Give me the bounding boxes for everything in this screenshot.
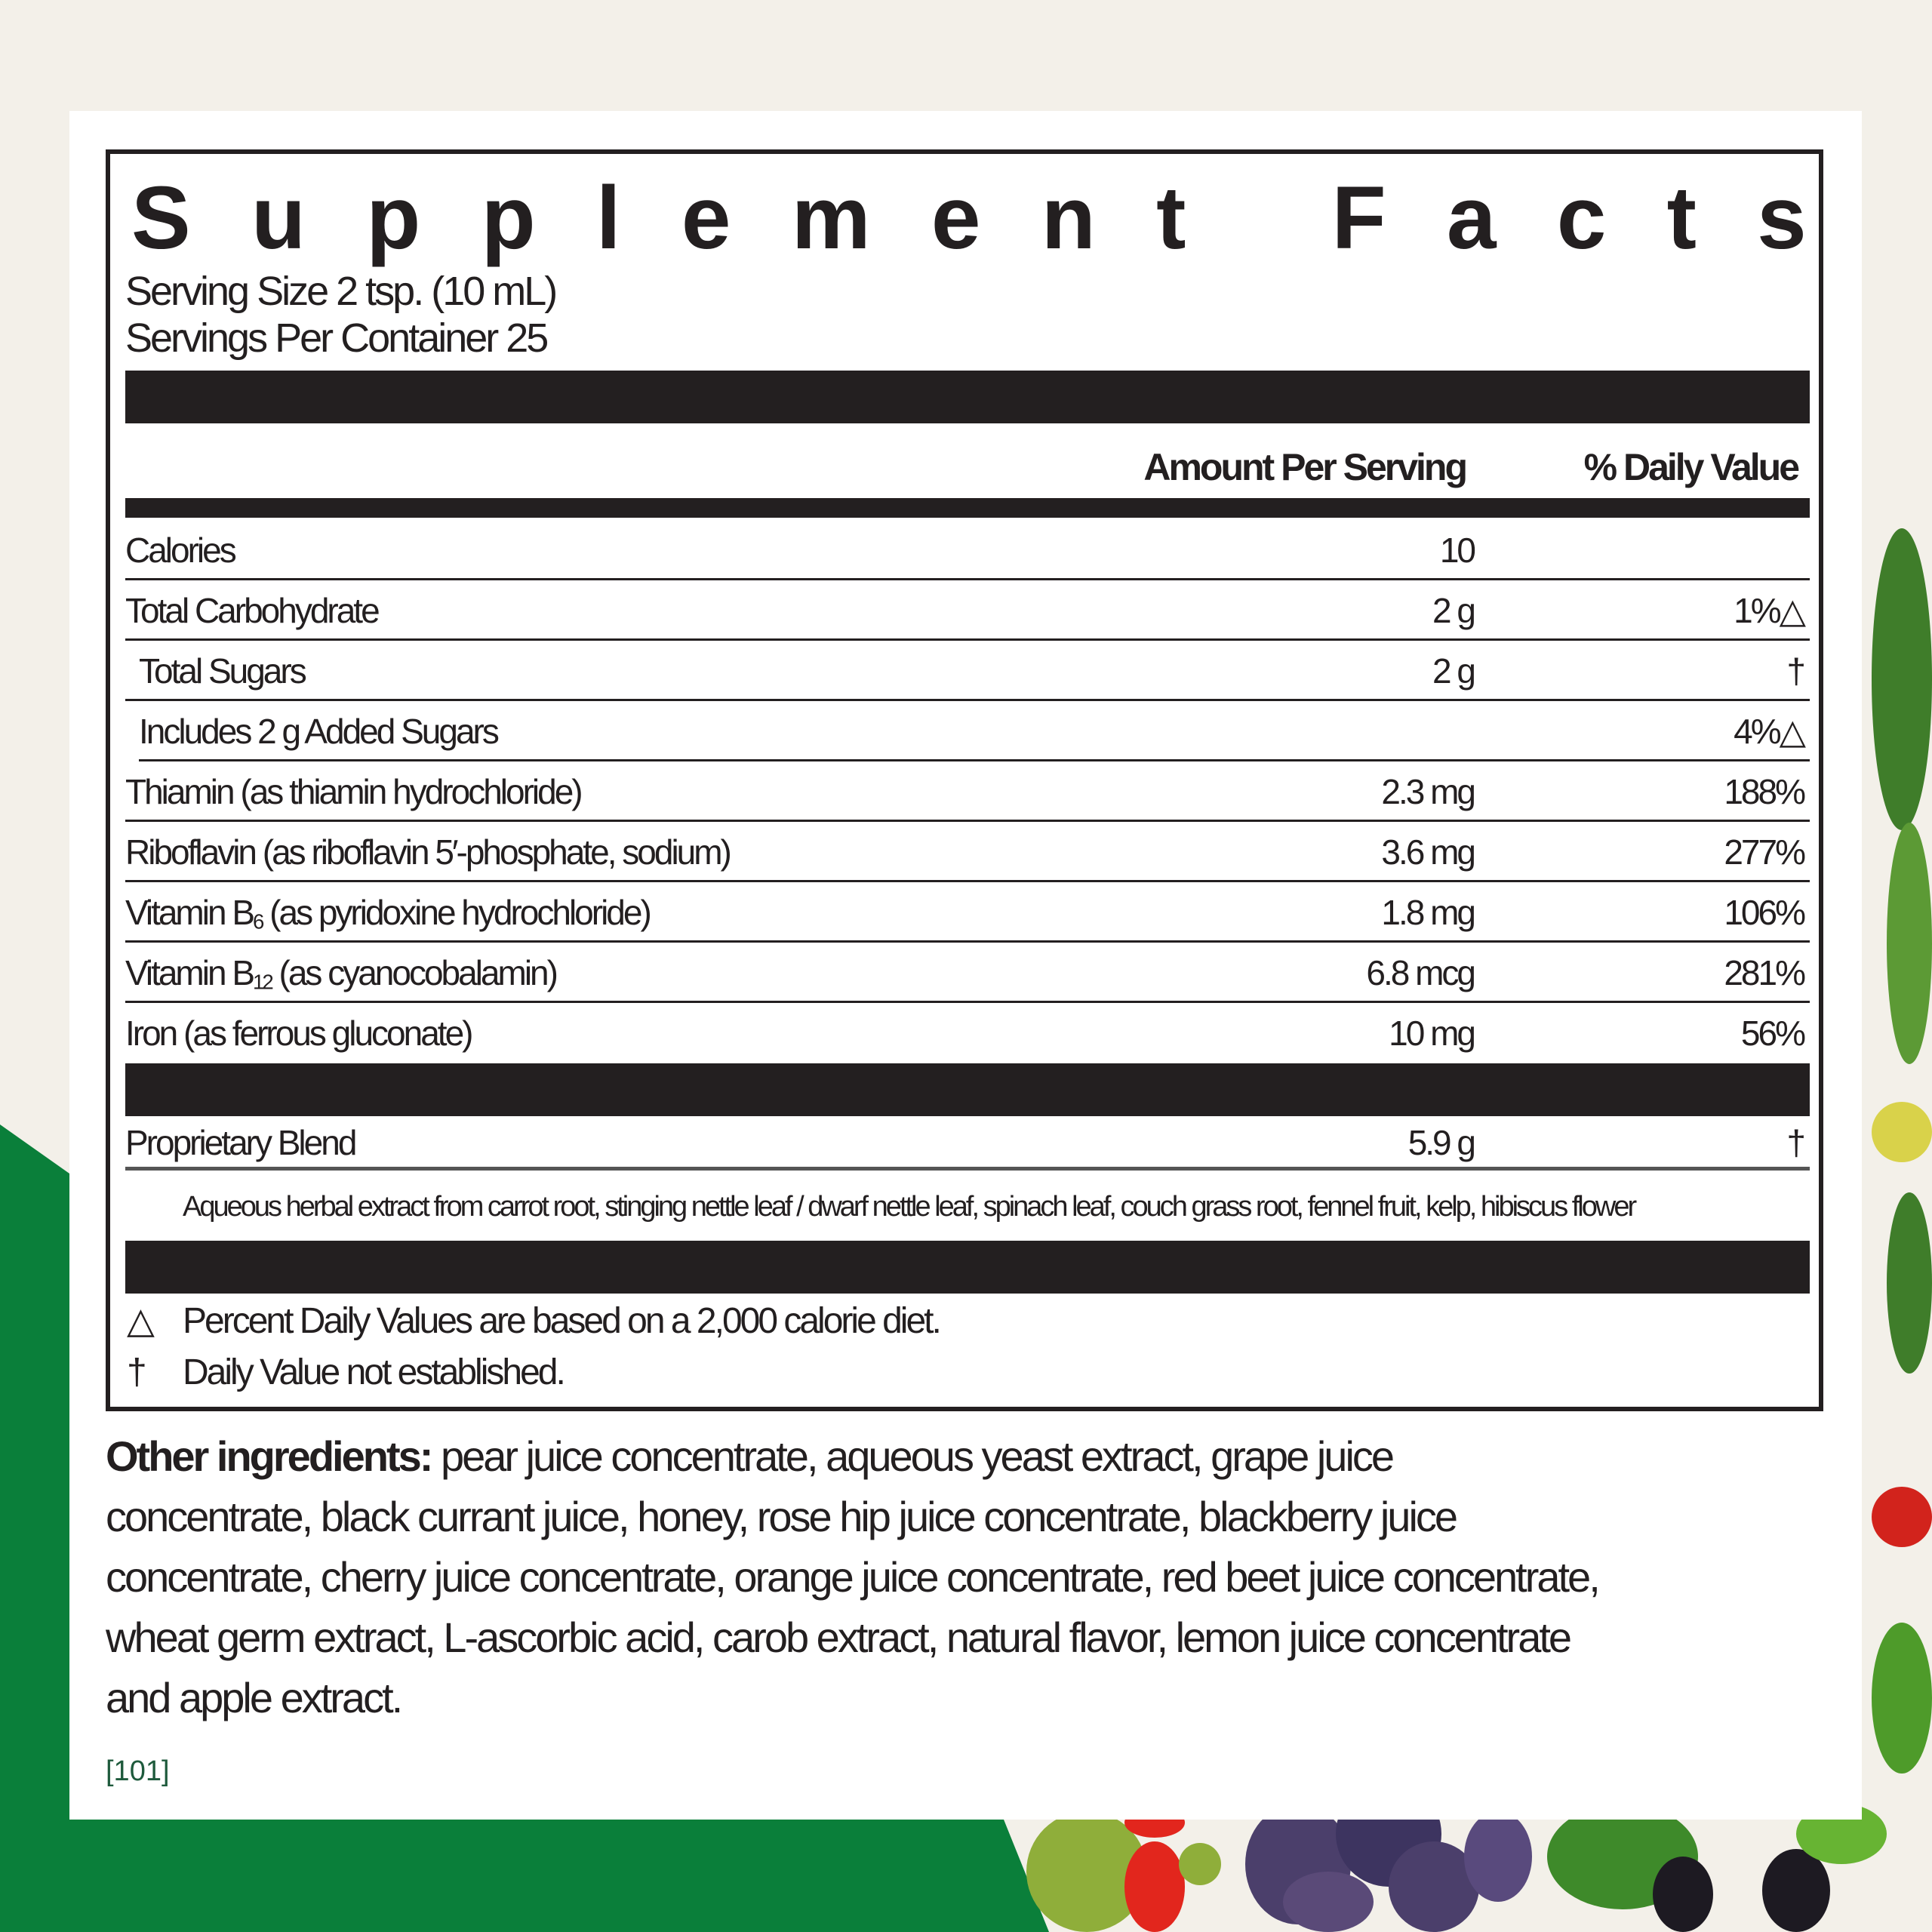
header-amount: Amount Per Serving xyxy=(1143,446,1468,488)
footnote-symbol: † xyxy=(127,1352,147,1392)
label-subscript: 6 xyxy=(253,909,264,934)
ingredients-line: concentrate, black currant juice, honey,… xyxy=(106,1493,1458,1540)
footnote-symbol: △ xyxy=(127,1301,155,1341)
title-letter: S xyxy=(131,168,191,268)
panel-title: S u p p l e m e n t F a c t s xyxy=(131,169,1807,267)
nutrient-row: Total Carbohydrate 2 g 1%△ xyxy=(125,580,1810,641)
title-letter: e xyxy=(931,168,981,268)
title-letter: e xyxy=(681,168,731,268)
title-letter: m xyxy=(791,168,871,268)
nutrient-amount: 2 g xyxy=(1432,591,1476,630)
nutrient-name: Vitamin B6 (as pyridoxine hydrochloride) xyxy=(125,882,652,952)
botanical-illustration xyxy=(1026,528,1932,1932)
blend-dv: † xyxy=(1786,1123,1806,1162)
nutrient-amount: 3.6 mg xyxy=(1381,832,1476,872)
nutrient-row: Total Sugars 2 g † xyxy=(125,641,1810,701)
title-letter: l xyxy=(595,168,621,268)
nutrient-amount: 1.8 mg xyxy=(1381,893,1476,932)
supplement-facts-panel: S u p p l e m e n t F a c t s Serving Si… xyxy=(106,149,1823,1411)
title-letter: s xyxy=(1757,168,1807,268)
label-text: Vitamin B xyxy=(125,953,255,992)
nutrient-row: Iron (as ferrous gluconate) 10 mg 56% xyxy=(125,1003,1810,1063)
nutrient-name: Vitamin B12 (as cyanocobalamin) xyxy=(125,943,558,1013)
serving-size: Serving Size 2 tsp. (10 mL) xyxy=(125,269,558,314)
title-letter: p xyxy=(481,168,536,268)
nutrient-dv: 106% xyxy=(1724,893,1806,932)
divider-bar xyxy=(125,371,1810,423)
nutrient-dv: 277% xyxy=(1724,832,1806,872)
divider-bar xyxy=(125,498,1810,518)
divider-bar xyxy=(125,1241,1810,1294)
blend-name: Proprietary Blend xyxy=(125,1123,357,1162)
nutrient-amount: 10 xyxy=(1439,531,1476,570)
nutrient-dv: 4%△ xyxy=(1734,712,1806,751)
nutrient-amount: 6.8 mcg xyxy=(1366,953,1476,992)
footnote-text: Daily Value not established. xyxy=(183,1352,566,1392)
nutrient-dv: 281% xyxy=(1724,953,1806,992)
divider-bar xyxy=(125,1063,1810,1116)
blend-row: Proprietary Blend 5.9 g † xyxy=(125,1116,1810,1171)
header-daily-value: % Daily Value xyxy=(1583,446,1800,488)
nutrient-name: Total Carbohydrate xyxy=(125,591,380,630)
nutrient-dv: 56% xyxy=(1740,1014,1806,1053)
ingredients-line: wheat germ extract, L-ascorbic acid, car… xyxy=(106,1614,1572,1661)
nutrient-row: Vitamin B12 (as cyanocobalamin) 6.8 mcg 28… xyxy=(125,943,1810,1003)
nutrient-amount: 2 g xyxy=(1432,651,1476,691)
label-text: Vitamin B xyxy=(125,893,255,932)
other-ingredients: Other ingredients: pear juice concentrat… xyxy=(106,1426,1834,1728)
servings-per-container: Servings Per Container 25 xyxy=(125,315,549,361)
nutrient-row: Calories 10 xyxy=(125,520,1810,580)
nutrient-name: Riboflavin (as riboflavin 5′-phosphate, … xyxy=(125,832,732,872)
nutrient-name: Thiamin (as thiamin hydrochloride) xyxy=(125,772,583,811)
label-text: (as cyanocobalamin) xyxy=(271,953,558,992)
ingredients-line: concentrate, cherry juice concentrate, o… xyxy=(106,1553,1601,1601)
nutrient-dv: † xyxy=(1786,651,1806,691)
nutrient-name: Calories xyxy=(125,531,237,570)
nutrient-dv: 1%△ xyxy=(1734,591,1806,630)
title-letter: c xyxy=(1556,168,1607,268)
green-brand-shape xyxy=(0,1124,1049,1932)
ingredients-line: pear juice concentrate, aqueous yeast ex… xyxy=(431,1432,1395,1480)
nutrient-amount: 10 mg xyxy=(1389,1014,1476,1053)
nutrient-name: Iron (as ferrous gluconate) xyxy=(125,1014,473,1053)
blend-description: Aqueous herbal extract from carrot root,… xyxy=(183,1191,1637,1223)
blend-amount: 5.9 g xyxy=(1407,1123,1476,1162)
title-letter: t xyxy=(1666,168,1697,268)
title-letter: F xyxy=(1331,168,1386,268)
nutrient-row: Thiamin (as thiamin hydrochloride) 2.3 mg… xyxy=(125,761,1810,822)
title-space xyxy=(1247,169,1272,267)
nutrient-name: Includes 2 g Added Sugars xyxy=(139,712,500,751)
footnote-text: Percent Daily Values are based on a 2,00… xyxy=(183,1301,942,1341)
title-letter: t xyxy=(1156,168,1186,268)
other-ingredients-label: Other ingredients: xyxy=(106,1432,433,1480)
nutrient-row: Includes 2 g Added Sugars 4%△ xyxy=(139,701,1810,761)
title-letter: p xyxy=(366,168,421,268)
nutrient-name: Total Sugars xyxy=(139,651,307,691)
title-letter: u xyxy=(251,168,306,268)
title-letter: n xyxy=(1041,168,1096,268)
nutrient-row: Vitamin B6 (as pyridoxine hydrochloride)… xyxy=(125,882,1810,943)
title-letter: a xyxy=(1446,168,1497,268)
nutrient-dv: 188% xyxy=(1724,772,1806,811)
label-text: (as pyridoxine hydrochloride) xyxy=(262,893,652,932)
label-subscript: 12 xyxy=(253,970,274,994)
nutrient-amount: 2.3 mg xyxy=(1381,772,1476,811)
ingredients-line: and apple extract. xyxy=(106,1674,403,1721)
label-code: [101] xyxy=(106,1755,170,1787)
nutrient-row: Riboflavin (as riboflavin 5′-phosphate, … xyxy=(125,822,1810,882)
